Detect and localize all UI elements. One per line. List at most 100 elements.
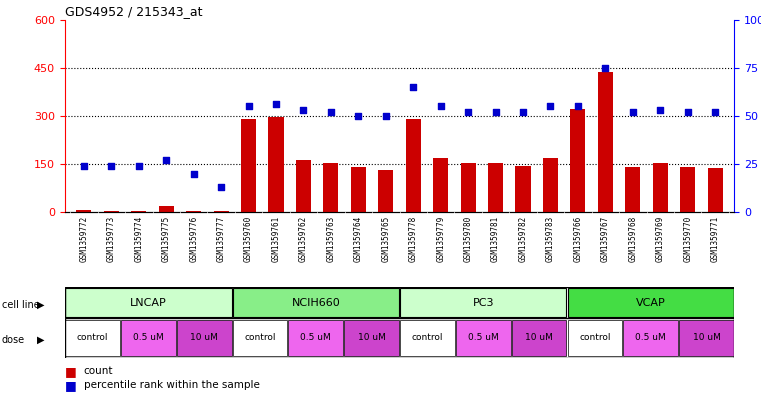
Bar — [65, 320, 120, 356]
Point — [243, 103, 255, 109]
Point — [270, 101, 282, 108]
Text: control: control — [412, 334, 443, 342]
Text: PC3: PC3 — [473, 298, 494, 308]
Text: GSM1359761: GSM1359761 — [272, 216, 281, 262]
Bar — [400, 288, 566, 317]
Text: 0.5 uM: 0.5 uM — [635, 334, 666, 342]
Text: GSM1359760: GSM1359760 — [244, 216, 253, 262]
Text: GSM1359766: GSM1359766 — [574, 216, 582, 262]
Bar — [623, 320, 678, 356]
Point — [160, 157, 172, 163]
Text: GSM1359763: GSM1359763 — [326, 216, 336, 262]
Bar — [515, 166, 530, 212]
Text: count: count — [84, 366, 113, 376]
Bar — [568, 288, 734, 317]
Bar — [233, 320, 288, 356]
Point — [627, 109, 639, 115]
Bar — [76, 209, 91, 212]
Point — [105, 163, 117, 169]
Text: GSM1359772: GSM1359772 — [79, 216, 88, 262]
Text: 0.5 uM: 0.5 uM — [133, 334, 164, 342]
Text: GSM1359779: GSM1359779 — [436, 216, 445, 262]
Text: GSM1359764: GSM1359764 — [354, 216, 363, 262]
Bar — [598, 72, 613, 212]
Text: GSM1359775: GSM1359775 — [162, 216, 170, 262]
Text: GSM1359783: GSM1359783 — [546, 216, 555, 262]
Bar — [214, 211, 228, 212]
Text: GSM1359782: GSM1359782 — [518, 216, 527, 262]
Bar — [159, 206, 174, 212]
Text: GSM1359773: GSM1359773 — [107, 216, 116, 262]
Bar — [400, 320, 455, 356]
Point — [298, 107, 310, 113]
Bar — [511, 320, 566, 356]
Point — [462, 109, 474, 115]
Point — [654, 107, 667, 113]
Text: 10 uM: 10 uM — [190, 334, 218, 342]
Text: 10 uM: 10 uM — [693, 334, 721, 342]
Point — [544, 103, 556, 109]
Bar — [186, 211, 201, 212]
Bar — [269, 117, 284, 212]
Bar — [233, 288, 399, 317]
Bar — [626, 167, 640, 212]
Point — [599, 64, 611, 71]
Text: LNCAP: LNCAP — [130, 298, 167, 308]
Point — [380, 113, 392, 119]
Text: GSM1359762: GSM1359762 — [299, 216, 308, 262]
Point — [407, 84, 419, 90]
Bar — [571, 108, 585, 212]
Text: GSM1359767: GSM1359767 — [601, 216, 610, 262]
Text: percentile rank within the sample: percentile rank within the sample — [84, 380, 260, 390]
Bar — [288, 320, 343, 356]
Bar — [241, 119, 256, 212]
Bar — [568, 320, 622, 356]
Text: GDS4952 / 215343_at: GDS4952 / 215343_at — [65, 6, 202, 18]
Point — [215, 184, 228, 190]
Text: GSM1359778: GSM1359778 — [409, 216, 418, 262]
Text: ■: ■ — [65, 378, 76, 392]
Bar — [460, 163, 476, 212]
Point — [78, 163, 90, 169]
Text: GSM1359771: GSM1359771 — [711, 216, 720, 262]
Text: control: control — [579, 334, 610, 342]
Text: GSM1359774: GSM1359774 — [134, 216, 143, 262]
Text: ■: ■ — [65, 365, 76, 378]
Text: NCIH660: NCIH660 — [291, 298, 340, 308]
Bar — [121, 320, 176, 356]
Text: 10 uM: 10 uM — [358, 334, 386, 342]
Bar — [433, 158, 448, 212]
Text: ▶: ▶ — [37, 335, 44, 345]
Point — [517, 109, 529, 115]
Text: control: control — [77, 334, 108, 342]
Point — [489, 109, 501, 115]
Text: control: control — [244, 334, 275, 342]
Point — [435, 103, 447, 109]
Point — [352, 113, 365, 119]
Point — [572, 103, 584, 109]
Text: ▶: ▶ — [37, 299, 44, 310]
Bar — [653, 163, 668, 212]
Bar — [131, 211, 146, 212]
Bar — [708, 168, 723, 212]
Bar — [406, 119, 421, 212]
Bar — [488, 163, 503, 212]
Bar — [351, 167, 366, 212]
Bar — [456, 320, 511, 356]
Bar — [543, 158, 558, 212]
Text: GSM1359765: GSM1359765 — [381, 216, 390, 262]
Point — [132, 163, 145, 169]
Text: 0.5 uM: 0.5 uM — [468, 334, 498, 342]
Text: VCAP: VCAP — [635, 298, 666, 308]
Text: GSM1359776: GSM1359776 — [189, 216, 198, 262]
Text: GSM1359781: GSM1359781 — [491, 216, 500, 262]
Bar — [103, 211, 119, 212]
Text: 0.5 uM: 0.5 uM — [301, 334, 331, 342]
Text: GSM1359777: GSM1359777 — [217, 216, 225, 262]
Point — [188, 171, 200, 177]
Bar — [323, 163, 339, 212]
Text: GSM1359780: GSM1359780 — [463, 216, 473, 262]
Point — [325, 109, 337, 115]
Bar — [378, 171, 393, 212]
Text: cell line: cell line — [2, 299, 40, 310]
